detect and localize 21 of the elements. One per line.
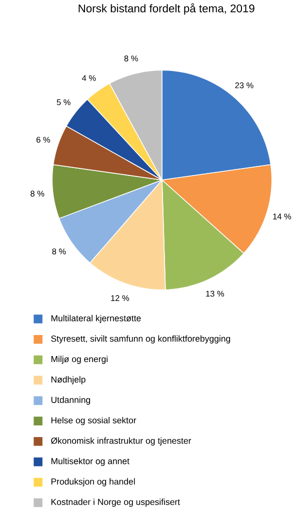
data-label: 4 % <box>82 75 96 81</box>
data-label: 8 % <box>52 248 66 254</box>
chart-title: Norsk bistand fordelt på tema, 2019 <box>78 3 255 15</box>
legend-label: Produksjon og handel <box>52 478 135 486</box>
legend-label: Kostnader i Norge og uspesifisert <box>52 498 180 507</box>
data-label: 14 % <box>273 214 292 220</box>
data-label: 12 % <box>111 295 130 301</box>
data-label: 8 % <box>30 190 44 197</box>
legend-label: Multisektor og annet <box>52 458 130 466</box>
legend-label: Styresett, sivilt samfunn og konfliktforebygging <box>51 335 230 344</box>
legend-label: Helse og sosial sektor <box>52 416 136 426</box>
data-label: 23 % <box>235 82 254 88</box>
legend-label: Multilateral kjernestøtte <box>52 314 141 324</box>
legend-label: Miljø og energi <box>52 356 108 364</box>
legend-label: Nødhjelp <box>52 376 86 384</box>
data-label: 13 % <box>206 290 224 297</box>
legend-label: Økonomisk infrastruktur og tjenester <box>51 437 192 446</box>
data-label: 6 % <box>36 136 50 143</box>
data-label: 8 % <box>124 56 138 62</box>
legend-label: Utdanning <box>52 396 90 405</box>
data-label: 5 % <box>57 99 71 106</box>
